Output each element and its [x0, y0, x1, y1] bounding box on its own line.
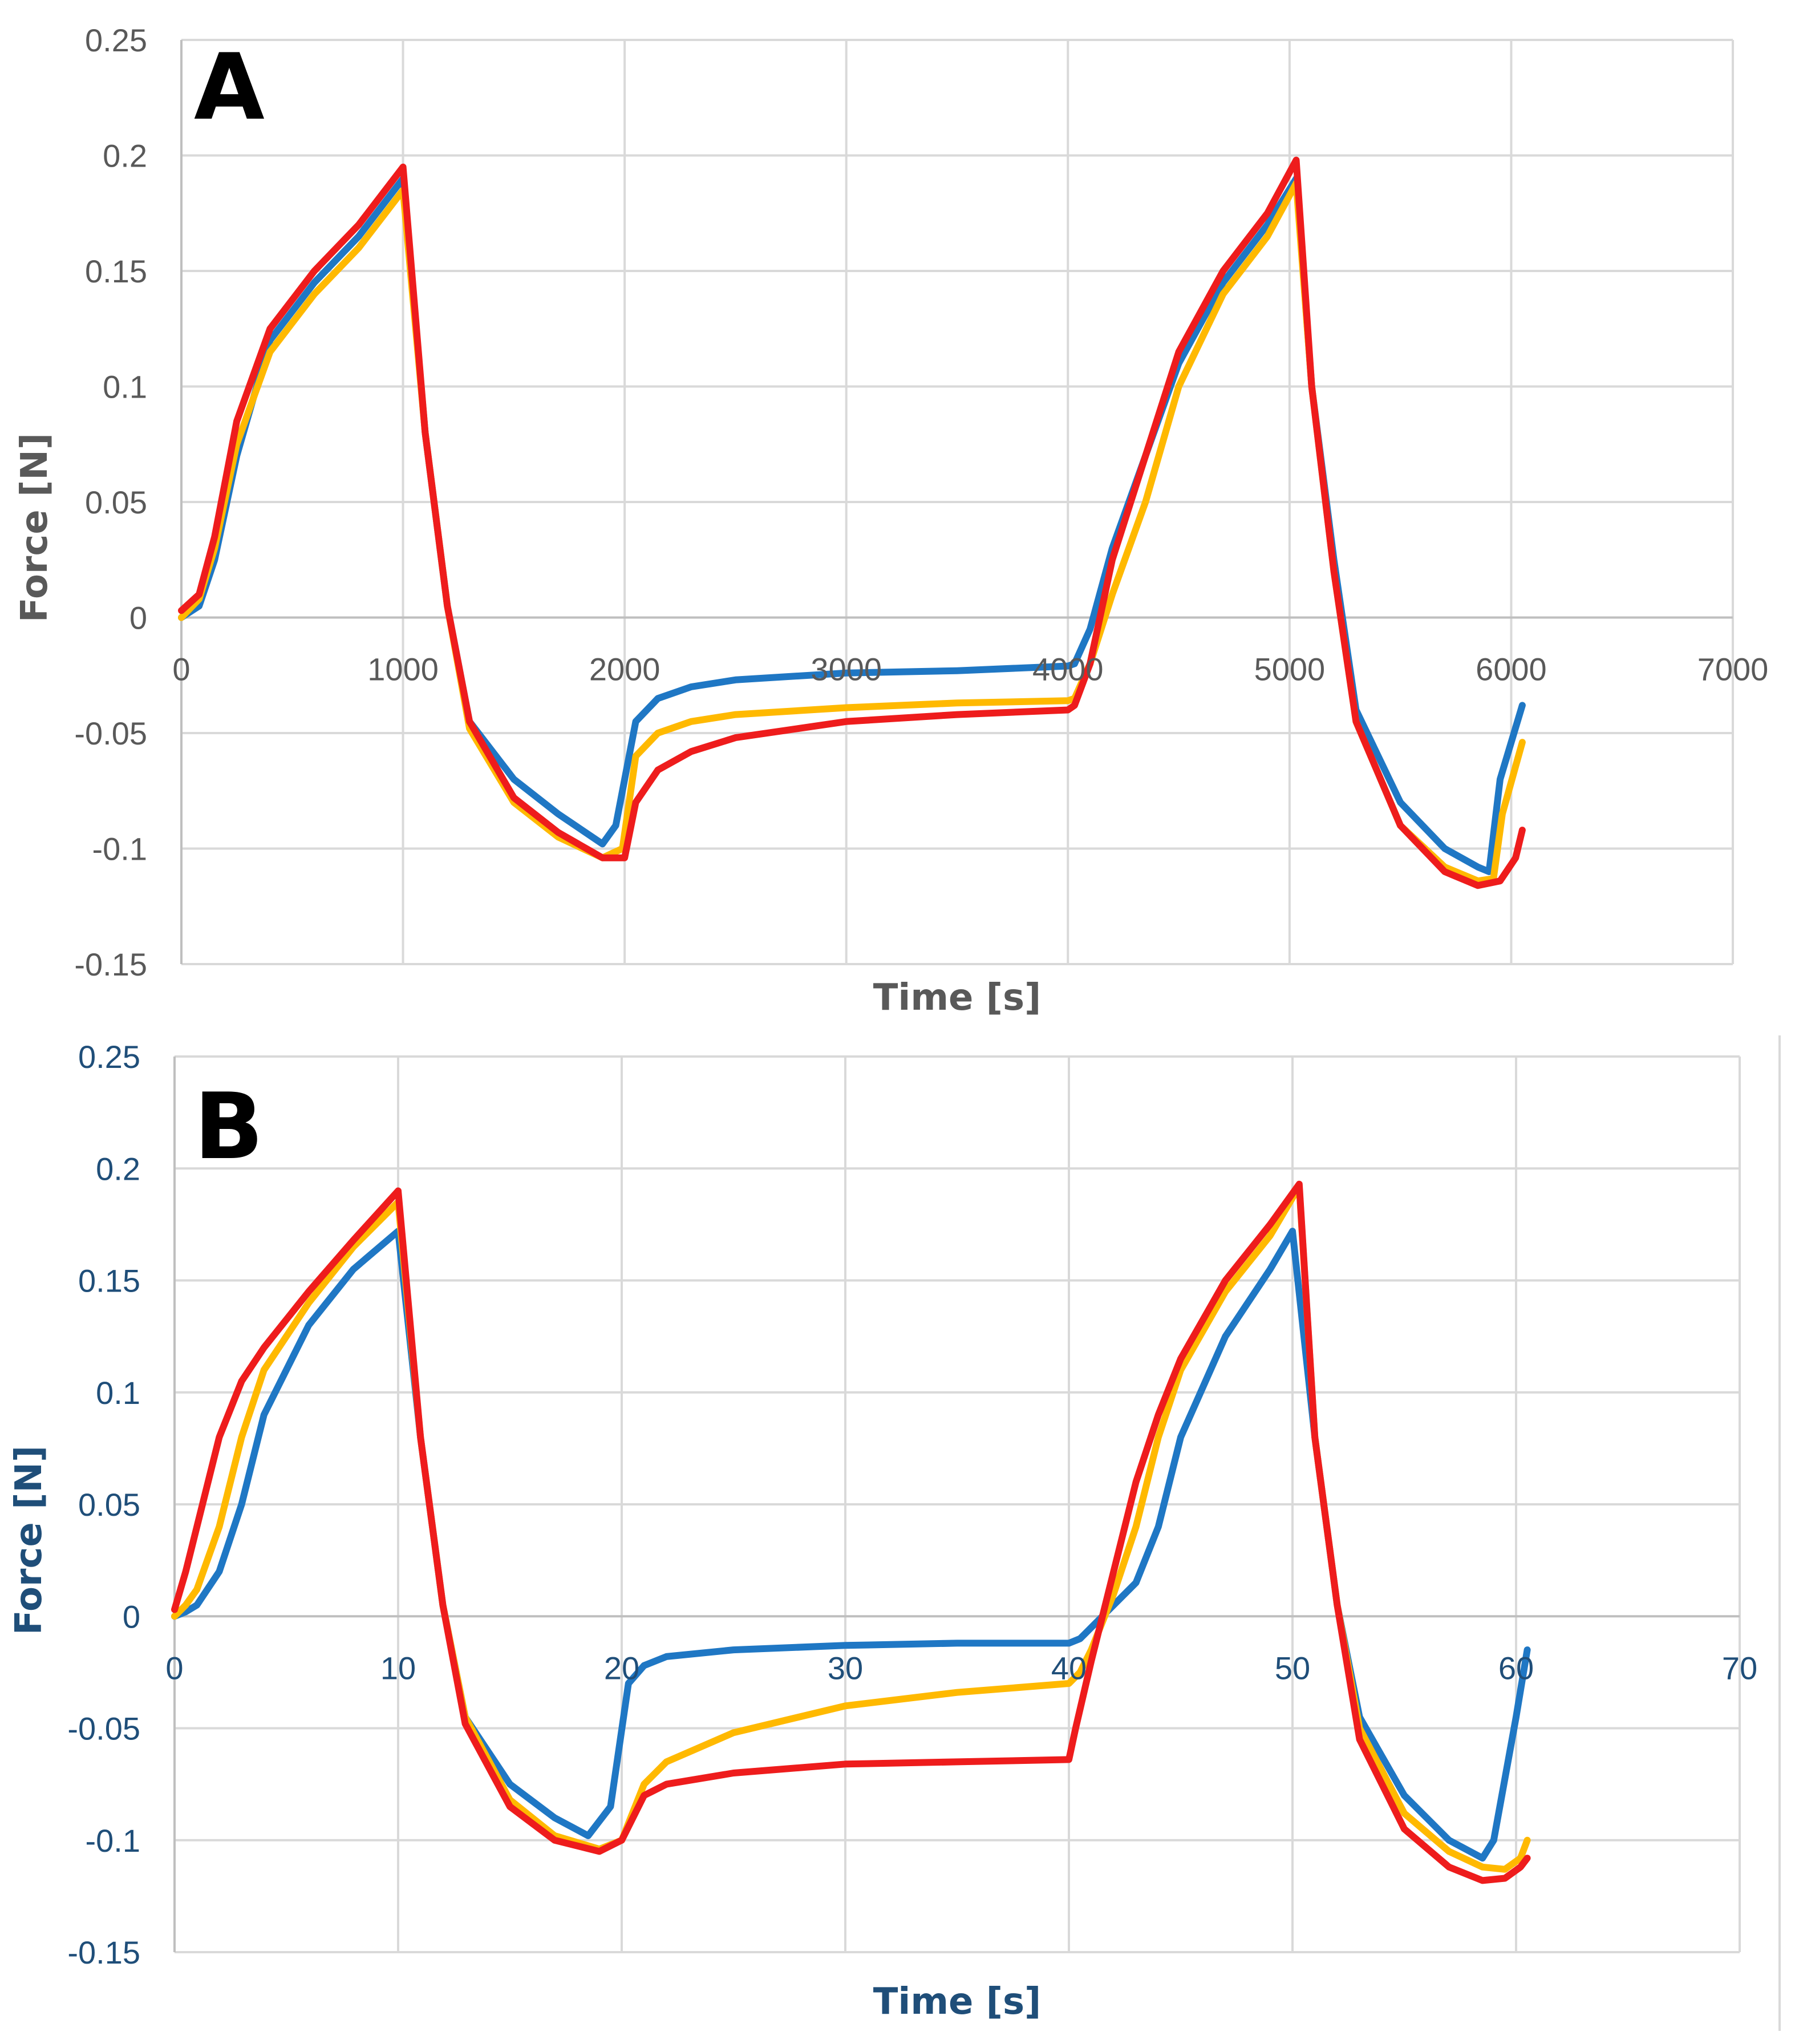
y-tick-label: -0.05	[74, 715, 147, 751]
y-tick-label: -0.15	[67, 1934, 140, 1970]
x-tick-label: 7000	[1697, 651, 1769, 687]
x-tick-label: 50	[1275, 1650, 1310, 1686]
y-tick-labels: -0.15 -0.1 -0.05 0 0.05 0.1 0.15 0.2 0.25	[67, 1039, 140, 1970]
y-axis-title: Force [N]	[14, 433, 56, 622]
y-tick-label: -0.1	[86, 1823, 141, 1859]
y-tick-label: -0.1	[92, 831, 148, 867]
series-red	[178, 156, 1526, 889]
y-axis-title: Force [N]	[8, 1446, 50, 1635]
x-tick-label: 10	[380, 1650, 416, 1686]
panel-label: A	[194, 34, 265, 140]
x-tick-label: 70	[1722, 1650, 1757, 1686]
x-tick-label: 3000	[811, 651, 882, 687]
y-tick-label: 0	[123, 1598, 140, 1634]
gridlines	[173, 1035, 1781, 2031]
series-red	[171, 1180, 1531, 1884]
y-tick-label: 0.2	[103, 138, 147, 174]
x-tick-label: 1000	[367, 651, 439, 687]
chart-panel-a: 0 1000 2000 3000 4000 5000 6000 7000 -0.15-0.1-…	[14, 22, 1768, 1019]
x-tick-labels: 0 1000 2000 3000 4000 5000 6000 7000	[172, 651, 1768, 687]
panel-label: B	[194, 1073, 264, 1180]
y-tick-label: 0.1	[96, 1375, 140, 1411]
y-tick-labels: -0.15 -0.1 -0.05 0 0.05 0.1 0.15 0.2 0.25	[74, 22, 147, 982]
y-tick-label: 0.15	[78, 1263, 140, 1299]
x-axis-title: Time [s]	[873, 1981, 1042, 2023]
y-tick-label: -0.15	[74, 946, 147, 982]
gridlines	[180, 39, 1734, 965]
y-tick-label: 0.2	[96, 1151, 140, 1187]
x-axis-title: Time [s]	[873, 977, 1042, 1019]
series-lines	[178, 156, 1526, 889]
x-tick-label: 30	[828, 1650, 863, 1686]
x-tick-label: 40	[1051, 1650, 1087, 1686]
chart-panel-b: 0 10 20 30 40 50 60 70 -0.15 -0.1 -0.05 0 0.05 0.1 0.…	[8, 1035, 1781, 2031]
x-tick-label: 2000	[589, 651, 661, 687]
x-tick-label: 5000	[1254, 651, 1326, 687]
x-tick-label: 6000	[1476, 651, 1547, 687]
y-tick-label: 0.05	[85, 484, 147, 520]
x-tick-label: 0	[172, 651, 190, 687]
y-tick-label: 0.25	[85, 22, 147, 58]
y-tick-label: 0.05	[78, 1487, 140, 1523]
y-tick-label: 0.15	[85, 253, 147, 289]
x-tick-label: 0	[165, 1650, 183, 1686]
y-tick-label: 0.25	[78, 1039, 140, 1075]
y-tick-label: 0	[129, 600, 147, 636]
x-tick-label: 20	[604, 1650, 639, 1686]
y-tick-label: 0.1	[103, 369, 147, 405]
series-lines	[171, 1180, 1531, 1884]
x-tick-label: 4000	[1032, 651, 1104, 687]
x-tick-labels: 0 10 20 30 40 50 60 70	[165, 1650, 1757, 1686]
y-tick-label: -0.05	[67, 1711, 140, 1747]
x-tick-label: 60	[1498, 1650, 1534, 1686]
